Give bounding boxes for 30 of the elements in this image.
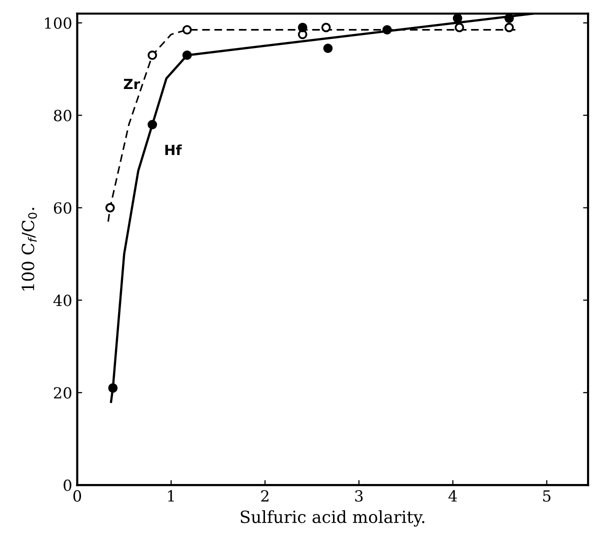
annotation: Hf [165,144,182,156]
y-tick-label: 20 [54,387,72,399]
y-tick-label: 80 [54,110,72,122]
x-tick-label: 0 [73,490,82,502]
point [182,50,192,60]
point [323,44,333,53]
y-tick-label: 100 [45,17,72,29]
x-tick-label: 5 [543,490,550,502]
x-tick-label: 4 [448,490,457,502]
x-axis-title: Sulfuric acid molarity. [240,510,424,527]
x-tick-label: 3 [355,490,363,502]
point [148,120,158,130]
point [452,14,462,23]
point [182,25,192,35]
point [298,22,308,32]
y-tick-label: 60 [54,202,72,214]
point [108,383,118,393]
x-tick-label: 2 [261,490,268,502]
point [382,25,392,35]
y-tick-label: 40 [53,294,72,306]
y-axis-title: 100 C$_{f}$/C$_{0}$. [22,208,37,290]
point [454,22,464,32]
point [504,14,514,23]
point [321,22,331,32]
point [504,22,514,32]
y-tick-label: 0 [64,480,72,492]
annotation: Zr [124,78,140,90]
x-tick-label: 1 [168,490,174,502]
point [148,50,158,60]
point [105,203,115,212]
